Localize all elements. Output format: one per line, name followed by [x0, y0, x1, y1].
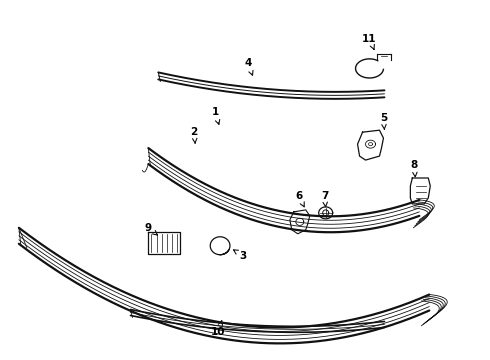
Text: 9: 9 — [145, 223, 157, 235]
Text: 4: 4 — [245, 58, 253, 75]
Text: 1: 1 — [212, 107, 220, 124]
Text: 5: 5 — [380, 113, 387, 129]
Text: 7: 7 — [321, 191, 328, 207]
Text: 10: 10 — [211, 321, 225, 337]
Text: 3: 3 — [233, 250, 246, 261]
Text: 6: 6 — [295, 191, 304, 207]
Text: 11: 11 — [362, 33, 377, 49]
Text: 2: 2 — [191, 127, 198, 143]
Text: 8: 8 — [411, 160, 418, 177]
